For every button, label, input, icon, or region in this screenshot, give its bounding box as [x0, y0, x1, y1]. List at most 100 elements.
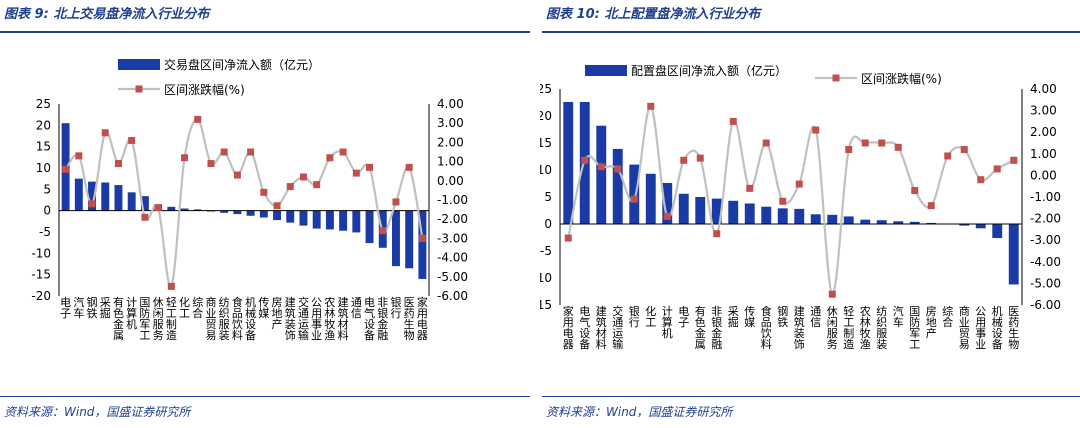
right-axis-tick: -6.00	[1030, 298, 1061, 312]
bar-公用事业	[312, 210, 321, 229]
category-char: 建	[794, 304, 805, 318]
category-char: 算	[126, 306, 137, 320]
category-char: 农	[860, 304, 871, 318]
right-axis-tick: 4.00	[437, 97, 464, 111]
category-char: 银	[377, 306, 388, 320]
category-char: 综	[942, 304, 953, 318]
category-char: 银	[390, 295, 401, 309]
category-char: 牧	[324, 317, 335, 331]
category-char: 料	[761, 337, 772, 351]
category-char: 国	[139, 296, 150, 309]
category-char: 工	[645, 316, 656, 329]
category-char: 贸	[959, 327, 970, 340]
category-label: 纺织服装	[219, 295, 230, 342]
category-char: 设	[992, 327, 1003, 340]
category-char: 合	[942, 315, 953, 329]
bar-公用事业	[975, 224, 986, 229]
category-label: 医药生物	[1008, 305, 1019, 351]
change-marker-食品饮料	[233, 171, 241, 179]
change-marker-农林牧渔	[861, 139, 869, 147]
change-marker-通信	[352, 169, 360, 177]
right-axis-tick: 1.00	[1030, 147, 1057, 161]
category-char: 有	[695, 304, 706, 318]
category-char: 电	[579, 305, 590, 318]
right-axis-tick: -5.00	[437, 270, 468, 284]
category-char: 铁	[87, 307, 98, 320]
bar-有色金属	[114, 185, 123, 211]
category-char: 金	[695, 326, 706, 340]
category-char: 服	[219, 318, 230, 331]
category-char: 通	[298, 307, 309, 320]
category-label: 建筑材料	[338, 295, 349, 342]
category-char: 机	[662, 326, 673, 340]
right-axis-tick: -4.00	[437, 251, 468, 265]
category-char: 化	[645, 304, 656, 318]
category-char: 钢	[777, 305, 788, 318]
bar-国防军工	[909, 221, 920, 224]
category-label: 食品饮料	[761, 304, 772, 351]
category-char: 金	[377, 317, 388, 331]
bar-建筑装饰	[286, 210, 295, 223]
change-marker-电气设备	[366, 163, 374, 171]
category-label: 化工	[179, 295, 190, 320]
change-marker-汽车	[894, 143, 902, 151]
right-axis-tick: 1.00	[437, 155, 464, 169]
category-char: 业	[311, 329, 322, 342]
category-char: 用	[311, 307, 322, 320]
category-char: 电	[417, 318, 428, 331]
left-axis-tick: -10	[540, 271, 552, 285]
figure-label-right: 图表 10:	[546, 7, 600, 22]
category-char: 料	[596, 337, 607, 351]
category-char: 用	[417, 307, 428, 320]
category-char: 服	[827, 327, 838, 340]
legend-bar-label: 交易盘区间净流入额（亿元）	[164, 57, 320, 72]
change-marker-建筑材料	[597, 163, 605, 171]
change-marker-非银金融	[379, 227, 387, 235]
change-marker-房地产	[927, 202, 935, 210]
category-label: 银行	[629, 304, 640, 329]
change-marker-电子	[62, 165, 70, 173]
bar-农林牧渔	[860, 219, 871, 224]
category-label: 建筑装饰	[794, 304, 805, 351]
category-char: 牧	[860, 326, 871, 340]
category-char: 属	[113, 329, 124, 342]
category-char: 输	[298, 328, 309, 342]
category-label: 传媒	[744, 305, 755, 329]
chart-svg-left: 25 20 15 10 5 0 -5 -10 -15 -20 4.00 3.00 2.00 1.00 0.0…	[31, 57, 468, 342]
category-char: 信	[810, 316, 821, 329]
bar-非银金融	[711, 198, 722, 224]
category-label: 农林牧渔	[324, 295, 335, 342]
category-label: 有色金属	[113, 295, 124, 342]
category-label: 房地产	[926, 305, 937, 340]
change-marker-建筑装饰	[286, 183, 294, 191]
right-axis-tick: 0.00	[1030, 168, 1057, 182]
bar-传媒	[744, 203, 755, 224]
category-char: 食	[232, 295, 243, 309]
category-char: 务	[153, 329, 164, 342]
category-label: 计算机	[662, 305, 673, 340]
category-char: 药	[1008, 316, 1019, 329]
category-label: 钢铁	[87, 296, 98, 320]
category-char: 器	[417, 329, 428, 342]
left-axis-tick: -15	[31, 268, 51, 282]
change-marker-采掘	[101, 129, 109, 137]
left-axis-tick: 0	[43, 204, 51, 218]
category-char: 产	[272, 317, 283, 331]
left-axis-tick: 20	[36, 118, 51, 132]
category-label: 综合	[192, 295, 203, 320]
figure-name-right: 北上配置盘净流入行业分布	[604, 7, 761, 22]
legend-line-label: 区间涨跌幅(%)	[861, 71, 942, 86]
category-char: 药	[404, 307, 415, 320]
bar-房地产	[926, 222, 937, 224]
category-char: 休	[827, 305, 838, 318]
category-char: 防	[909, 315, 920, 329]
bar-食品饮料	[233, 210, 242, 215]
category-char: 气	[579, 315, 590, 329]
category-char: 材	[596, 326, 607, 340]
category-char: 银	[629, 304, 640, 318]
category-char: 掘	[728, 315, 739, 329]
category-char: 机	[245, 295, 256, 309]
category-label: 钢铁	[777, 305, 788, 329]
source-note-left: 资料来源：Wind，国盛证券研究所	[4, 405, 191, 419]
left-axis-tick: 25	[36, 97, 51, 111]
